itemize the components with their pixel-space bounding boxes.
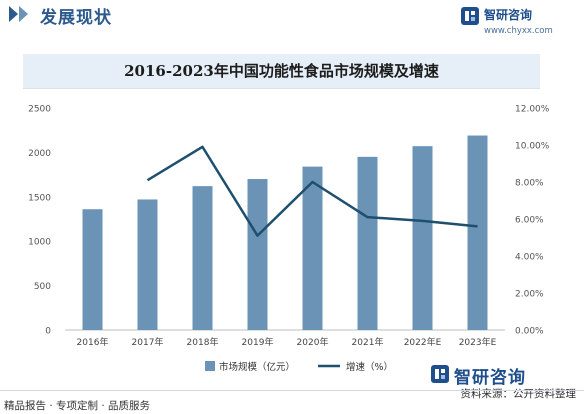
bar-market-size xyxy=(247,179,268,330)
bar-market-size xyxy=(357,156,378,330)
bar-market-size xyxy=(467,135,488,330)
bar-market-size xyxy=(412,146,433,330)
left-axis-tick-label: 1500 xyxy=(28,193,51,203)
brand-name: 智研咨询 xyxy=(484,8,533,22)
right-axis-tick-label: 10.00% xyxy=(515,142,550,152)
brand-url: www.chyxx.com xyxy=(484,26,553,36)
chart-title: 2016-2023年中国功能性食品市场规模及增速 xyxy=(124,62,439,80)
brand-logo: 智研咨询 www.chyxx.com xyxy=(460,4,572,40)
x-axis-tick-label: 2022年E xyxy=(404,336,442,348)
footer-brand-logo: 智研咨询 xyxy=(430,363,560,388)
left-axis-tick-label: 0 xyxy=(45,327,51,337)
page-header: 发展现状 智研咨询 www.chyxx.com xyxy=(0,0,584,44)
brand-mark-icon xyxy=(461,7,479,25)
bar-market-size xyxy=(302,166,323,330)
footer-brand-name: 智研咨询 xyxy=(454,368,526,388)
chart-title-box: 2016-2023年中国功能性食品市场规模及增速 xyxy=(23,54,540,89)
x-axis-tick-label: 2018年 xyxy=(187,336,219,348)
right-axis-tick-label: 4.00% xyxy=(515,253,544,263)
left-axis-tick-label: 1000 xyxy=(28,238,51,248)
x-axis-tick-label: 2017年 xyxy=(132,336,164,348)
bar-market-size xyxy=(192,186,213,330)
left-axis-tick-label: 2500 xyxy=(28,105,51,115)
x-axis-tick-label: 2020年 xyxy=(297,336,329,348)
right-axis-tick-label: 2.00% xyxy=(515,290,544,300)
left-axis-tick-label: 500 xyxy=(34,282,51,292)
x-axis-tick-label: 2019年 xyxy=(242,336,274,348)
data-source: 资料来源：公开资料整理 xyxy=(460,388,577,400)
bar-market-size xyxy=(137,199,158,330)
legend-label-line: 增速（%） xyxy=(346,361,393,373)
market-size-chart: 0 500 1000 1500 2000 2500 0.00% 2.00% 4.00% 6.00%… xyxy=(28,105,550,374)
legend-swatch-bar xyxy=(205,361,215,371)
section-arrows-icon xyxy=(9,6,28,22)
right-axis-tick-label: 0.00% xyxy=(515,327,544,337)
x-axis-tick-label: 2016年 xyxy=(77,336,109,348)
footer-tagline: 精品报告 · 专项定制 · 品质服务 xyxy=(4,400,151,412)
right-axis-tick-label: 6.00% xyxy=(515,216,544,226)
section-title: 发展现状 xyxy=(40,8,112,28)
footer-brand-mark-icon xyxy=(431,365,449,383)
x-axis-tick-label: 2023年E xyxy=(459,336,497,348)
right-axis-tick-label: 8.00% xyxy=(515,179,544,189)
bar-market-size xyxy=(82,209,103,330)
legend-label-bar: 市场规模（亿元） xyxy=(219,361,295,373)
left-axis-tick-label: 2000 xyxy=(28,149,51,159)
x-axis-tick-label: 2021年 xyxy=(352,336,384,348)
footer-divider xyxy=(0,390,584,391)
right-axis-tick-label: 12.00% xyxy=(515,105,550,115)
